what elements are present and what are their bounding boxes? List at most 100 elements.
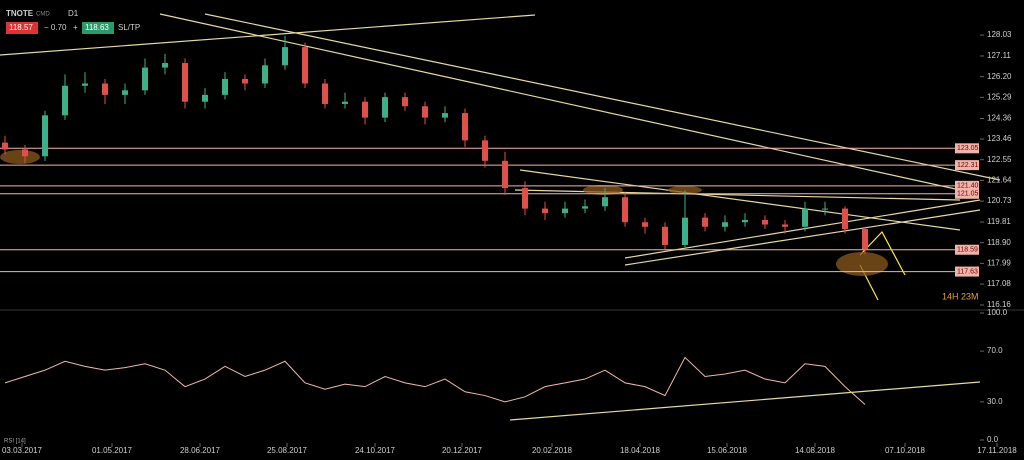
candle-body [182,63,188,102]
candle-body [322,83,328,104]
y-tick-label: 100.0 [987,308,1008,317]
candle-body [262,65,268,84]
x-tick-label: 20.12.2017 [442,446,483,455]
candle-body [602,197,608,207]
candle-body [442,113,448,118]
level-tag [955,244,979,255]
level-label: 121.40 [957,183,979,190]
candle-body [762,219,768,225]
candle-body [582,206,588,209]
timer: 14H 23M [942,291,979,301]
rsi-line [4,356,866,405]
candle-body [2,142,8,150]
candle-body [662,226,668,245]
x-tick-label: 07.10.2018 [885,446,926,455]
y-tick-label: 116.16 [987,300,1011,309]
y-tick-label: 122.55 [987,155,1012,164]
market: CMD [36,12,50,18]
y-tick-label: 0.0 [987,435,999,444]
candle-body [222,78,228,95]
bid: 118.57 [9,23,33,32]
level-tag [955,143,979,154]
x-tick-label: 24.10.2017 [355,446,396,455]
candle-body [842,208,848,230]
level-tag [955,188,979,199]
level-tag [955,266,979,277]
candle-body [202,94,208,102]
bid-box[interactable] [6,22,38,34]
y-tick-label: 119.81 [987,217,1011,226]
level-label: 117.63 [957,268,978,275]
candle-body [522,188,528,209]
plus: + [73,23,78,32]
level-tag [955,160,979,171]
y-tick-label: 118.90 [987,238,1011,247]
x-tick-label: 15.06.2018 [707,446,748,455]
level-tag [955,180,979,191]
toolbar: TNOTE CMD D1 118.57 − 0.70 + 118.63 SL/T… [6,9,140,34]
candle-body [282,47,288,66]
level-label: 123.05 [957,145,979,152]
candle-body [802,208,808,227]
candle-body [722,222,728,227]
candle-body [822,208,828,210]
candle-body [242,78,248,84]
y-tick-label: 127.11 [987,51,1011,60]
candle-body [742,219,748,223]
candle-body [682,217,688,245]
x-tick-label: 14.08.2018 [795,446,836,455]
candle-body [342,101,348,104]
y-tick-label: 30.0 [987,397,1003,406]
y-tick-label: 121.64 [987,175,1012,184]
candle-body [122,90,128,95]
x-tick-label: 03.03.2017 [2,446,43,455]
y-tick-label: 70.0 [987,346,1003,355]
x-tick-label: 01.05.2017 [92,446,133,455]
level-label: 122.31 [957,162,979,169]
candle-body [642,222,648,227]
candle-body [782,224,788,227]
candle-body [102,83,108,95]
y-tick-label: 128.03 [987,30,1012,39]
candle-body [382,97,388,118]
ask: 118.63 [85,23,109,32]
x-tick-label: 17.11.2018 [977,446,1017,455]
candle-body [502,160,508,189]
candle-body [402,97,408,107]
symbol[interactable]: TNOTE [6,9,34,18]
candle-body [622,197,628,223]
y-tick-label: 123.46 [987,134,1012,143]
y-tick-label: 117.99 [987,258,1011,267]
change: − 0.70 [44,23,67,32]
candle-body [702,217,708,227]
y-tick-label: 117.08 [987,279,1011,288]
candle-body [22,149,28,157]
y-tick-label: 126.20 [987,72,1012,81]
candle-body [422,106,428,118]
timeframe[interactable]: D1 [68,9,79,18]
candle-body [142,67,148,91]
x-tick-label: 20.02.2018 [532,446,573,455]
y-tick-label: 124.36 [987,114,1012,123]
level-label: 118.59 [957,247,978,254]
y-tick-label: 120.73 [987,196,1012,205]
candle-body [482,140,488,161]
sltp[interactable]: SL/TP [118,23,140,32]
ask-box[interactable] [82,22,114,34]
candle-body [562,208,568,214]
candle-body [42,115,48,157]
y-tick-label: 125.29 [987,92,1012,101]
candle-body [862,229,868,250]
x-tick-label: 28.06.2017 [180,446,221,455]
candle-body [62,85,68,116]
level-label: 121.05 [957,191,979,198]
rsi-title: RSI [14] [4,439,26,445]
x-tick-label: 18.04.2018 [620,446,661,455]
candle-body [462,113,468,141]
x-tick-label: 25.08.2017 [267,446,308,455]
candle-body [302,47,308,84]
highlight-ellipses [0,150,888,276]
candle-body [542,208,548,214]
candle-body [82,83,88,86]
